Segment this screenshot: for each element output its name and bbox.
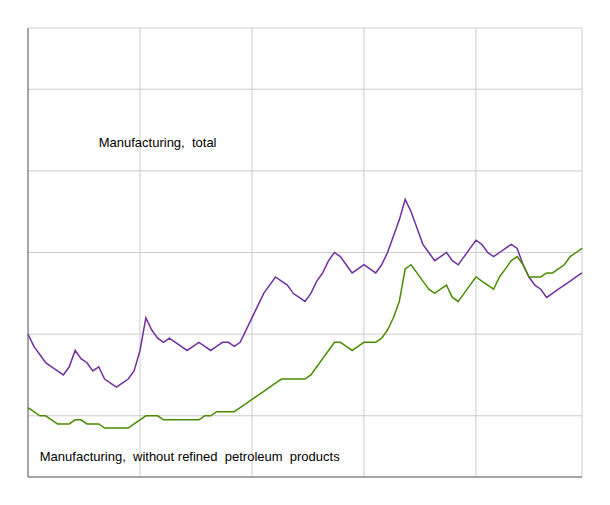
svg-text:Manufacturing, total: Manufacturing, total bbox=[99, 135, 217, 150]
svg-text:Manufacturing, without refine: Manufacturing, without refined petroleum… bbox=[40, 449, 340, 464]
